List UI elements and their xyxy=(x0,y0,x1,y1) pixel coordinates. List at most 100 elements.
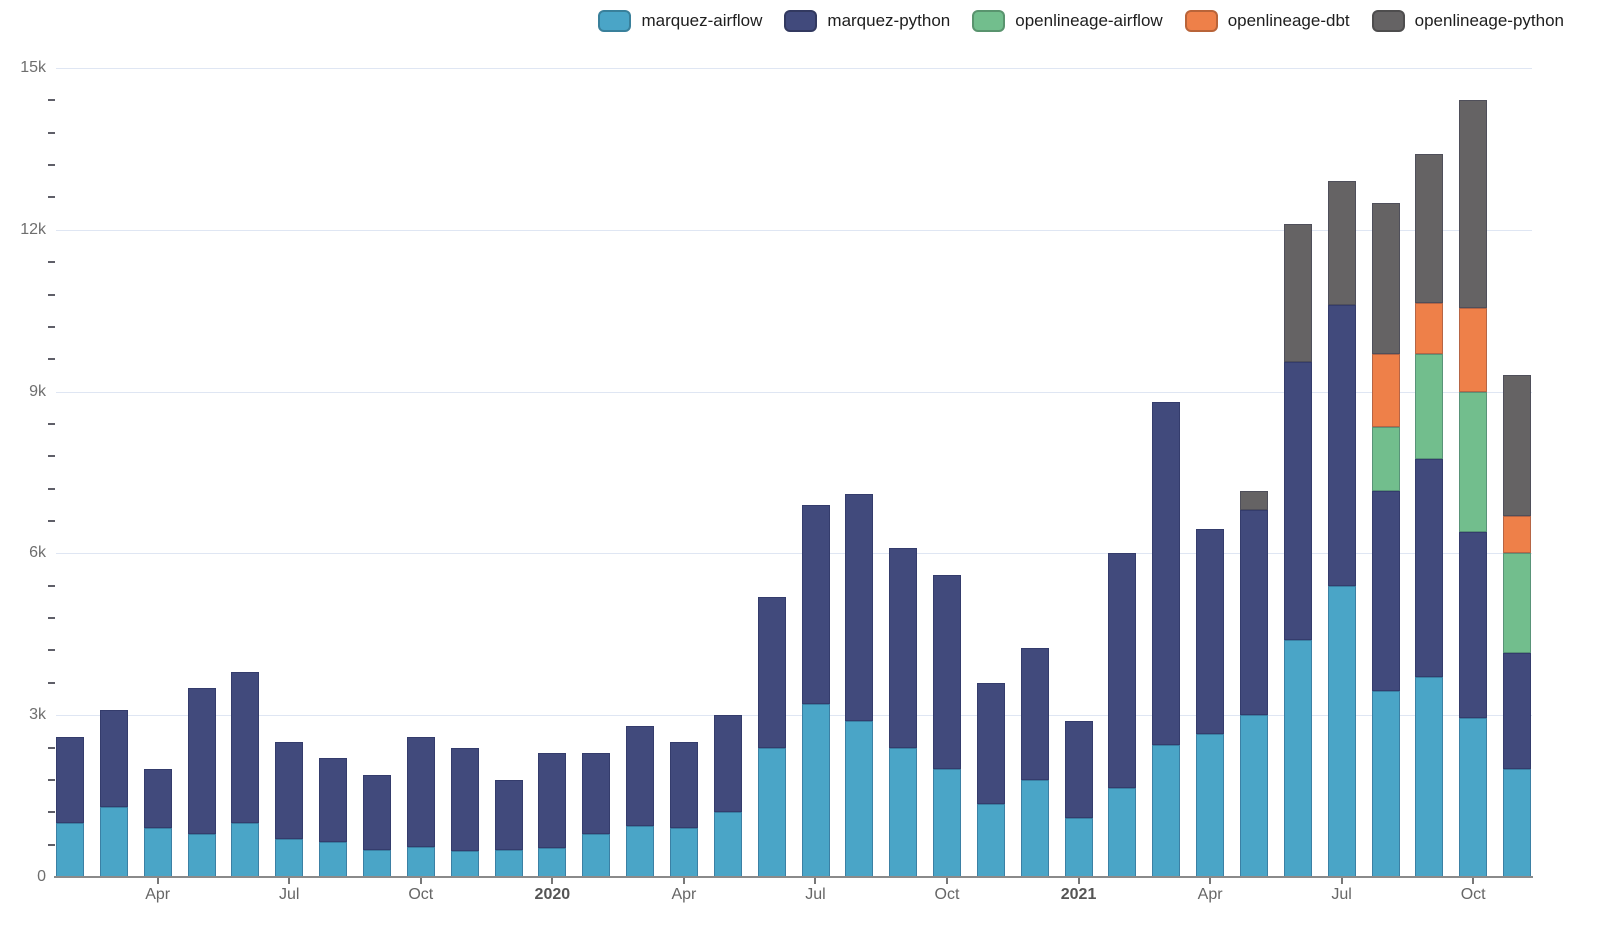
bar-segment-openlineage-dbt[interactable] xyxy=(1459,308,1488,392)
bar-segment-marquez-airflow[interactable] xyxy=(187,833,216,877)
bar-Nov 2021[interactable] xyxy=(1503,375,1531,877)
bar-Jul 2021[interactable] xyxy=(1327,181,1356,877)
bar-segment-marquez-python[interactable] xyxy=(319,758,348,842)
legend-item-openlineage-python[interactable]: openlineage-python xyxy=(1371,10,1564,32)
bar-segment-openlineage-airflow[interactable] xyxy=(1503,553,1531,654)
bar-segment-marquez-airflow[interactable] xyxy=(319,841,348,877)
bar-segment-marquez-python[interactable] xyxy=(406,736,435,848)
bar-Jun 2021[interactable] xyxy=(1283,224,1312,877)
bar-segment-marquez-airflow[interactable] xyxy=(1020,779,1049,877)
bar-segment-marquez-python[interactable] xyxy=(1196,529,1225,735)
bar-segment-marquez-python[interactable] xyxy=(976,682,1005,805)
bar-segment-openlineage-dbt[interactable] xyxy=(1503,515,1531,554)
bar-segment-marquez-airflow[interactable] xyxy=(1240,715,1268,877)
bar-segment-openlineage-python[interactable] xyxy=(1459,100,1488,309)
bar-segment-marquez-airflow[interactable] xyxy=(362,850,391,877)
bar-segment-marquez-airflow[interactable] xyxy=(1327,585,1356,877)
bar-segment-marquez-python[interactable] xyxy=(801,504,830,705)
bar-segment-marquez-airflow[interactable] xyxy=(976,804,1005,877)
bar-Jul 2020[interactable] xyxy=(801,504,830,877)
bar-Apr 2019[interactable] xyxy=(143,769,172,877)
bar-Jun 2020[interactable] xyxy=(757,596,786,877)
bar-segment-marquez-python[interactable] xyxy=(845,494,874,721)
bar-segment-marquez-airflow[interactable] xyxy=(231,823,260,877)
bar-segment-marquez-python[interactable] xyxy=(713,715,742,813)
bar-segment-marquez-python[interactable] xyxy=(582,753,611,834)
bar-segment-marquez-python[interactable] xyxy=(669,742,698,829)
legend-item-marquez-python[interactable]: marquez-python xyxy=(784,10,950,32)
bar-Jun 2019[interactable] xyxy=(231,672,260,877)
legend-item-openlineage-dbt[interactable]: openlineage-dbt xyxy=(1184,10,1350,32)
bar-Nov 2019[interactable] xyxy=(450,747,479,877)
bar-segment-openlineage-airflow[interactable] xyxy=(1459,391,1488,532)
bar-segment-marquez-python[interactable] xyxy=(362,774,391,850)
bar-segment-marquez-airflow[interactable] xyxy=(1064,817,1093,877)
bar-Feb 2019[interactable] xyxy=(56,736,84,877)
bar-Jan 2020[interactable] xyxy=(538,753,567,877)
bar-segment-marquez-python[interactable] xyxy=(1240,510,1268,716)
bar-segment-openlineage-dbt[interactable] xyxy=(1371,353,1400,427)
bar-segment-marquez-airflow[interactable] xyxy=(1371,690,1400,877)
bar-segment-marquez-airflow[interactable] xyxy=(669,828,698,877)
bar-segment-marquez-airflow[interactable] xyxy=(933,769,961,877)
bar-segment-marquez-airflow[interactable] xyxy=(582,833,611,877)
bar-segment-marquez-python[interactable] xyxy=(187,688,216,834)
bar-segment-marquez-python[interactable] xyxy=(1283,361,1312,640)
bar-segment-openlineage-python[interactable] xyxy=(1371,202,1400,354)
bar-Apr 2021[interactable] xyxy=(1196,529,1225,877)
bar-segment-marquez-python[interactable] xyxy=(231,672,260,824)
bar-segment-marquez-python[interactable] xyxy=(143,769,172,829)
bar-Jul 2019[interactable] xyxy=(275,742,304,877)
bar-segment-marquez-python[interactable] xyxy=(275,742,304,840)
bar-segment-openlineage-airflow[interactable] xyxy=(1371,426,1400,492)
bar-segment-marquez-airflow[interactable] xyxy=(1152,744,1181,877)
bar-segment-marquez-python[interactable] xyxy=(1108,553,1137,788)
bar-segment-marquez-python[interactable] xyxy=(56,736,84,824)
bar-segment-marquez-airflow[interactable] xyxy=(889,747,918,877)
bar-segment-marquez-python[interactable] xyxy=(757,596,786,748)
legend-item-openlineage-airflow[interactable]: openlineage-airflow xyxy=(972,10,1163,32)
bar-Aug 2020[interactable] xyxy=(845,494,874,877)
bar-segment-marquez-airflow[interactable] xyxy=(494,849,523,877)
bar-Dec 2020[interactable] xyxy=(1020,647,1049,877)
legend-item-marquez-airflow[interactable]: marquez-airflow xyxy=(598,10,762,32)
bar-segment-marquez-airflow[interactable] xyxy=(1196,734,1225,877)
bar-segment-openlineage-python[interactable] xyxy=(1240,491,1268,511)
bar-segment-marquez-airflow[interactable] xyxy=(406,847,435,877)
bar-Jan 2021[interactable] xyxy=(1064,720,1093,877)
bar-segment-marquez-python[interactable] xyxy=(494,779,523,850)
bar-Mar 2020[interactable] xyxy=(626,726,655,877)
bar-Mar 2021[interactable] xyxy=(1152,402,1181,877)
bar-Aug 2019[interactable] xyxy=(319,758,348,877)
bar-Sep 2020[interactable] xyxy=(889,548,918,877)
bar-segment-marquez-python[interactable] xyxy=(933,575,961,770)
bar-segment-marquez-python[interactable] xyxy=(1327,305,1356,586)
bar-segment-marquez-airflow[interactable] xyxy=(143,828,172,877)
bar-segment-openlineage-dbt[interactable] xyxy=(1415,302,1444,354)
bar-segment-marquez-airflow[interactable] xyxy=(450,851,479,877)
bar-Feb 2021[interactable] xyxy=(1108,553,1137,877)
bar-segment-marquez-python[interactable] xyxy=(538,753,567,849)
bar-segment-openlineage-python[interactable] xyxy=(1283,224,1312,362)
bar-segment-marquez-airflow[interactable] xyxy=(713,812,742,877)
bar-segment-marquez-airflow[interactable] xyxy=(1283,639,1312,877)
bar-segment-openlineage-python[interactable] xyxy=(1415,154,1444,303)
bar-segment-marquez-airflow[interactable] xyxy=(801,704,830,877)
bar-segment-marquez-airflow[interactable] xyxy=(56,823,84,877)
bar-segment-marquez-python[interactable] xyxy=(99,709,128,807)
bar-segment-marquez-airflow[interactable] xyxy=(626,825,655,877)
bar-segment-marquez-airflow[interactable] xyxy=(1503,769,1531,877)
bar-segment-marquez-python[interactable] xyxy=(1152,402,1181,745)
bar-segment-openlineage-python[interactable] xyxy=(1503,375,1531,516)
bar-May 2021[interactable] xyxy=(1240,491,1268,877)
bar-segment-openlineage-airflow[interactable] xyxy=(1415,353,1444,459)
bar-segment-marquez-python[interactable] xyxy=(1064,720,1093,818)
bar-Sep 2019[interactable] xyxy=(362,774,391,877)
bar-Dec 2019[interactable] xyxy=(494,779,523,877)
bar-segment-marquez-python[interactable] xyxy=(1459,531,1488,718)
bar-segment-marquez-python[interactable] xyxy=(1020,647,1049,780)
bar-segment-marquez-airflow[interactable] xyxy=(757,747,786,877)
bar-Apr 2020[interactable] xyxy=(669,742,698,877)
bar-segment-marquez-airflow[interactable] xyxy=(1108,787,1137,877)
bar-segment-marquez-airflow[interactable] xyxy=(99,806,128,877)
